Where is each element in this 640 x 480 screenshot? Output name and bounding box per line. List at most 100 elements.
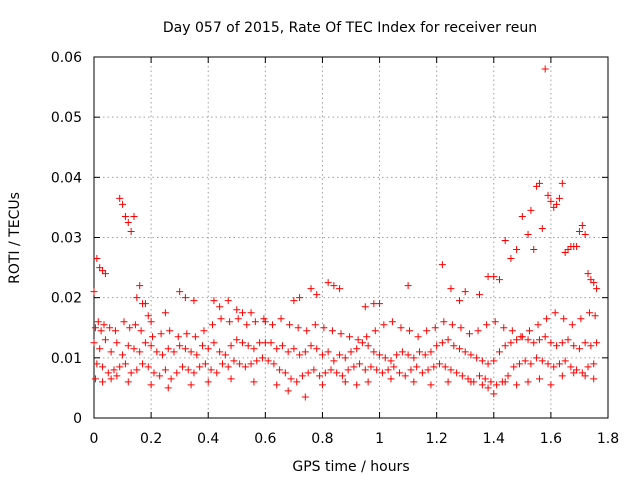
grid-layer xyxy=(94,57,608,418)
data-point xyxy=(157,330,165,338)
data-point xyxy=(107,348,115,356)
data-point xyxy=(361,303,369,311)
data-point xyxy=(481,375,489,383)
x-tick-label: 0 xyxy=(90,431,99,447)
data-point xyxy=(587,342,595,350)
data-point xyxy=(535,179,543,187)
data-point xyxy=(130,345,138,353)
data-point xyxy=(204,378,212,386)
data-point xyxy=(181,345,189,353)
data-point xyxy=(473,354,481,362)
y-tick-label: 0.03 xyxy=(51,231,82,247)
data-point xyxy=(144,363,152,371)
data-point xyxy=(236,360,244,368)
x-tick-label: 0.8 xyxy=(311,431,333,447)
data-point xyxy=(216,303,224,311)
data-point xyxy=(388,318,396,326)
data-point xyxy=(478,357,486,365)
data-point xyxy=(210,297,218,305)
data-point xyxy=(593,339,601,347)
data-point xyxy=(581,339,589,347)
data-point xyxy=(501,237,509,245)
data-point xyxy=(217,315,225,323)
data-point xyxy=(268,321,276,329)
data-point xyxy=(233,336,241,344)
y-tick-label: 0 xyxy=(73,411,82,427)
data-point xyxy=(553,200,561,208)
data-point xyxy=(456,345,464,353)
data-point xyxy=(99,267,107,275)
data-point xyxy=(570,342,578,350)
data-point xyxy=(407,366,415,374)
data-point xyxy=(219,360,226,368)
data-point xyxy=(224,363,232,371)
data-point xyxy=(139,360,147,368)
x-tick-label: 0.4 xyxy=(197,431,219,447)
data-point xyxy=(508,327,516,335)
data-point xyxy=(296,351,304,359)
data-point xyxy=(424,366,432,374)
data-point xyxy=(387,375,395,383)
data-point xyxy=(431,324,439,332)
data-point xyxy=(573,366,581,374)
y-tick-label: 0.01 xyxy=(51,351,82,367)
data-point xyxy=(209,321,217,329)
data-point xyxy=(421,351,429,359)
data-point xyxy=(328,327,336,335)
data-point xyxy=(581,372,589,380)
data-point xyxy=(324,348,332,356)
data-point xyxy=(273,381,281,389)
data-point xyxy=(230,357,238,365)
data-point xyxy=(337,330,345,338)
data-point xyxy=(141,300,149,308)
data-point xyxy=(363,333,371,341)
data-point xyxy=(106,324,114,332)
data-point xyxy=(547,339,555,347)
data-point xyxy=(538,224,546,232)
data-point xyxy=(124,342,132,350)
data-point xyxy=(267,339,275,347)
data-point xyxy=(534,321,542,329)
data-point xyxy=(313,345,321,353)
x-axis-label: GPS time / hours xyxy=(292,459,409,475)
data-point xyxy=(210,339,218,347)
data-point xyxy=(504,372,512,380)
data-point xyxy=(533,354,541,362)
data-point xyxy=(346,333,354,341)
data-point xyxy=(513,246,521,254)
data-point xyxy=(370,348,378,356)
data-point xyxy=(527,360,535,368)
data-point xyxy=(541,333,549,341)
data-point xyxy=(524,336,532,344)
data-point xyxy=(113,339,121,347)
data-point xyxy=(224,297,232,305)
data-point xyxy=(560,315,568,323)
data-point xyxy=(518,212,526,220)
data-point xyxy=(127,227,135,235)
data-point xyxy=(181,294,189,302)
data-point xyxy=(97,327,105,335)
data-point xyxy=(227,342,235,350)
data-point xyxy=(294,324,302,332)
data-point xyxy=(438,261,446,269)
data-point xyxy=(561,357,569,365)
data-point xyxy=(401,372,409,380)
data-point xyxy=(270,360,278,368)
data-point xyxy=(243,321,251,329)
data-point xyxy=(575,345,583,353)
data-point xyxy=(578,369,586,377)
chart-title: Day 057 of 2015, Rate Of TEC Index for r… xyxy=(163,20,537,36)
data-point xyxy=(591,312,599,320)
data-point xyxy=(170,348,178,356)
data-point xyxy=(461,288,469,296)
data-point xyxy=(116,363,124,371)
data-point xyxy=(94,318,102,326)
data-point xyxy=(501,378,509,386)
data-point xyxy=(341,378,349,386)
data-point xyxy=(193,351,201,359)
data-point xyxy=(99,378,107,386)
data-point xyxy=(464,375,472,383)
data-point xyxy=(564,246,572,254)
data-point xyxy=(93,360,101,368)
data-point xyxy=(414,333,422,341)
